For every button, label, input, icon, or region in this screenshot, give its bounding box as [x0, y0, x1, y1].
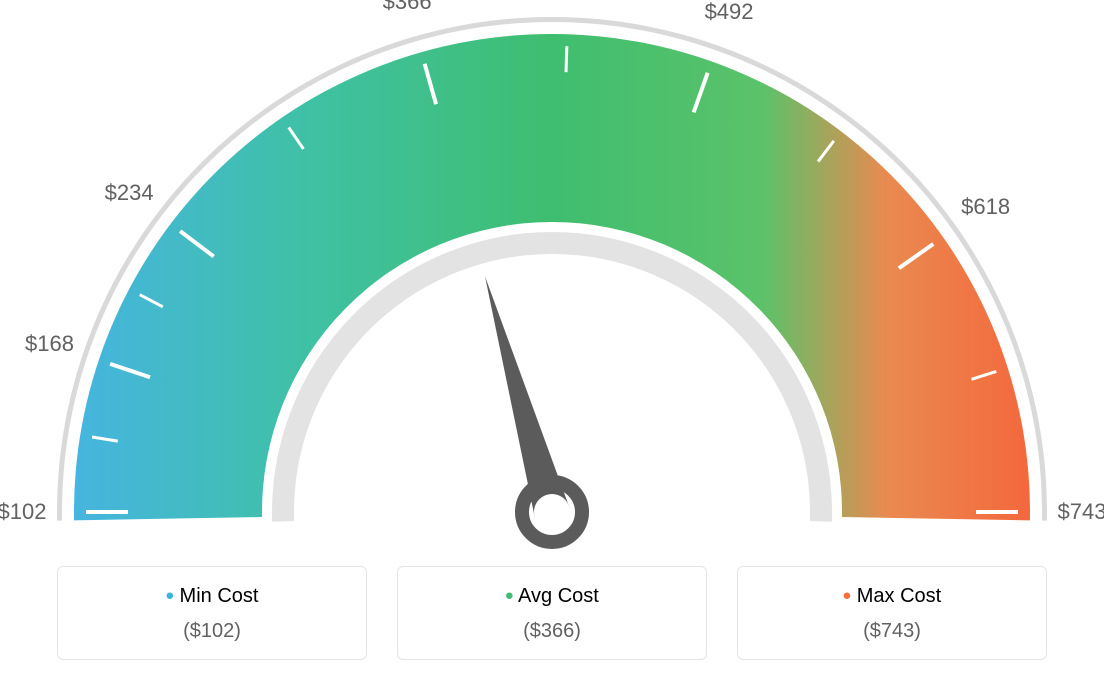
legend-dot-min: • — [166, 583, 174, 610]
legend-label-min: Min Cost — [180, 585, 259, 607]
legend-label-max: Max Cost — [857, 585, 941, 607]
gauge-tick-label: $743 — [1058, 499, 1104, 525]
legend-title-min: • Min Cost — [58, 585, 366, 608]
gauge-tick-label: $234 — [105, 180, 154, 206]
legend-dot-max: • — [843, 583, 851, 610]
legend-title-avg: • Avg Cost — [398, 585, 706, 608]
legend-value-max: ($743) — [738, 620, 1046, 643]
gauge-area: $102 $168 $234 $366 $492 $618 $743 — [0, 0, 1104, 560]
legend-value-min: ($102) — [58, 620, 366, 643]
legend-row: • Min Cost ($102) • Avg Cost ($366) • Ma… — [0, 566, 1104, 660]
gauge-tick-label: $168 — [25, 331, 74, 357]
legend-box-avg: • Avg Cost ($366) — [397, 566, 707, 660]
legend-label-avg: Avg Cost — [518, 585, 599, 607]
legend-box-min: • Min Cost ($102) — [57, 566, 367, 660]
legend-value-avg: ($366) — [398, 620, 706, 643]
gauge-tick-label: $102 — [0, 499, 46, 525]
gauge-tick-label: $618 — [961, 194, 1010, 220]
cost-gauge-chart: $102 $168 $234 $366 $492 $618 $743 • Min Cost … — [0, 0, 1104, 690]
legend-dot-avg: • — [505, 583, 513, 610]
gauge-tick-label: $366 — [383, 0, 432, 15]
legend-title-max: • Max Cost — [738, 585, 1046, 608]
legend-box-max: • Max Cost ($743) — [737, 566, 1047, 660]
gauge-tick-label: $492 — [705, 0, 754, 25]
gauge-svg — [0, 0, 1104, 560]
